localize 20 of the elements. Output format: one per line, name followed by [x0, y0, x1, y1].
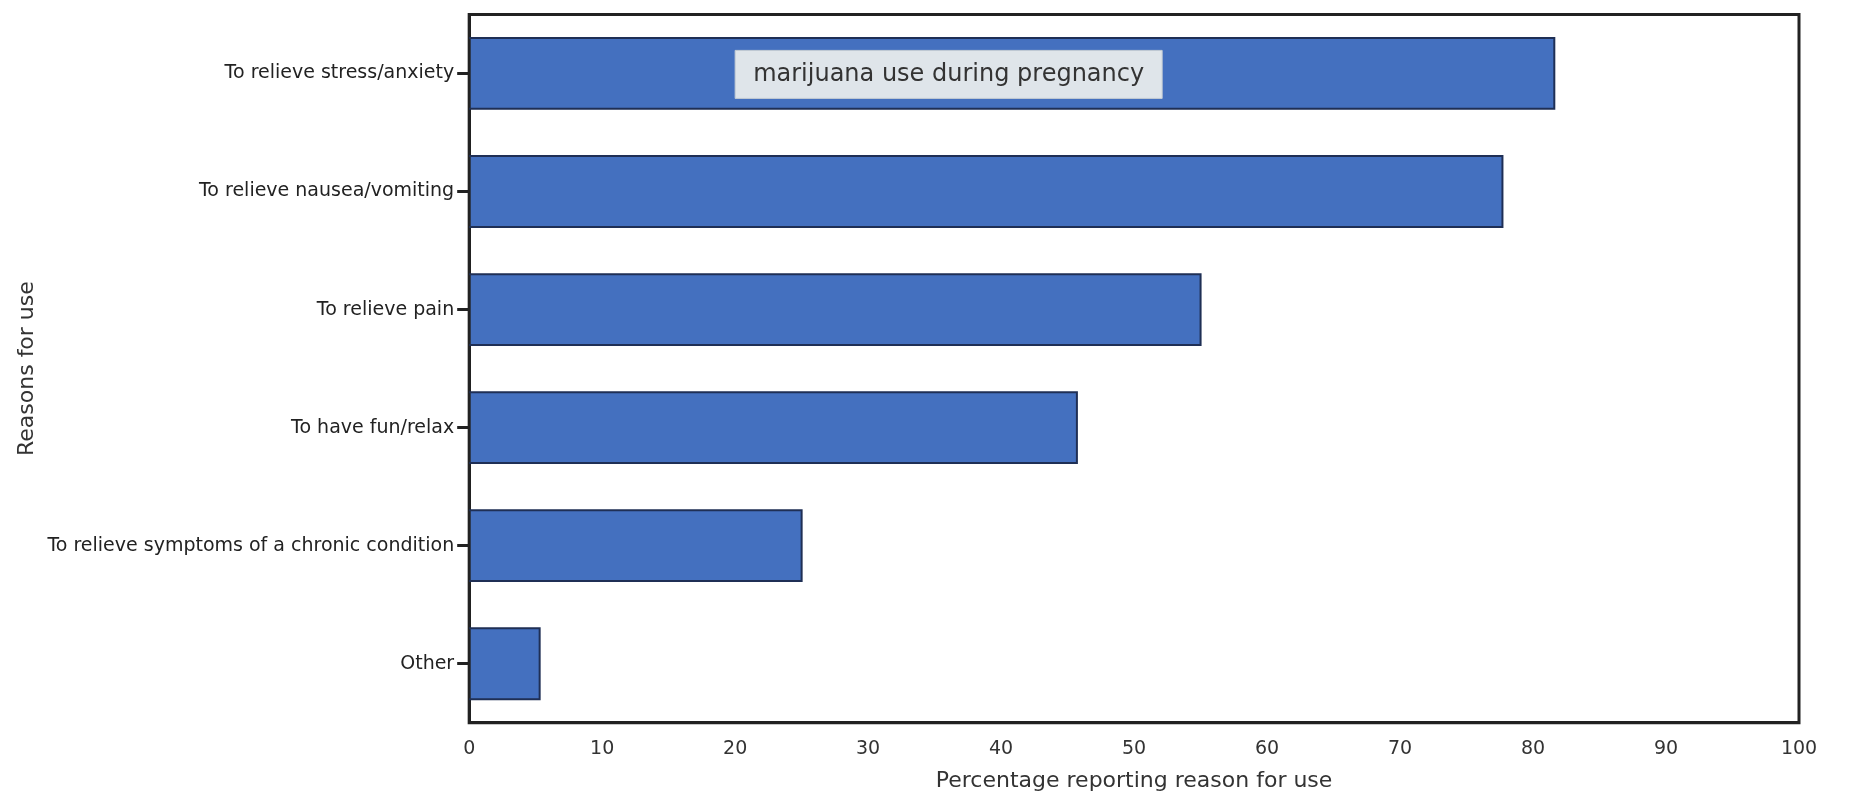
x-tick-label: 40 — [989, 736, 1014, 759]
x-axis-title: Percentage reporting reason for use — [935, 766, 1333, 792]
y-tick-label: To relieve symptoms of a chronic condition — [46, 532, 455, 555]
y-tick-label: To relieve nausea/vomiting — [197, 178, 455, 201]
x-tick-label: 0 — [463, 736, 476, 759]
x-tick-label: 20 — [723, 736, 748, 759]
x-tick-label: 60 — [1254, 736, 1280, 759]
annotation: marijuana use during pregnancy — [753, 58, 1145, 87]
y-axis-title: Reasons for use — [12, 281, 38, 457]
x-tick-label: 80 — [1520, 736, 1546, 759]
y-tick-label: Other — [400, 650, 455, 673]
x-tick-label: 50 — [1121, 736, 1147, 759]
x-tick-label: 70 — [1387, 736, 1413, 759]
y-tick-label: To have fun/relax — [290, 414, 455, 437]
y-tick-label: To relieve stress/anxiety — [223, 60, 455, 83]
x-tick-label: 10 — [590, 736, 615, 759]
x-tick-label: 30 — [856, 736, 881, 759]
y-tick-label: To relieve pain — [315, 296, 455, 319]
x-tick-label: 100 — [1780, 736, 1818, 759]
x-tick-label: 90 — [1653, 736, 1679, 759]
